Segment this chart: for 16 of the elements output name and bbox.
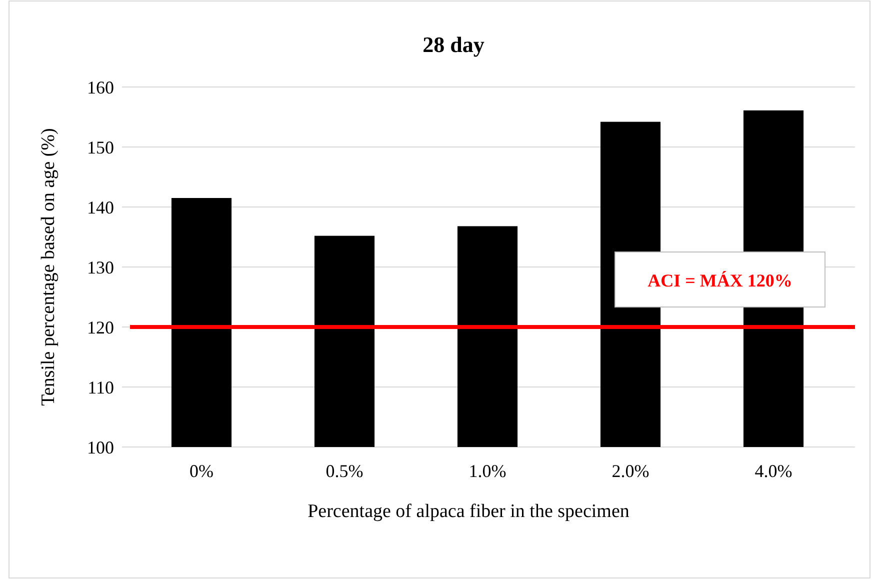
x-tick-label: 0.5% — [326, 461, 364, 481]
x-tick-label: 2.0% — [612, 461, 650, 481]
y-tick-label: 140 — [87, 197, 114, 218]
y-tick-label: 160 — [87, 77, 114, 98]
y-tick-label: 100 — [87, 437, 114, 458]
x-axis-title: Percentage of alpaca fiber in the specimen — [308, 501, 630, 522]
x-tick-label: 1.0% — [468, 461, 506, 481]
x-tick-label: 4.0% — [754, 461, 792, 481]
chart-title: 28 day — [422, 32, 484, 57]
y-tick-label: 120 — [87, 317, 114, 338]
y-tick-label: 110 — [88, 377, 114, 398]
y-tick-label: 130 — [87, 257, 114, 278]
x-tick-label: 0% — [190, 461, 214, 481]
y-axis-title: Tensile percentage based on age (%) — [38, 128, 59, 406]
y-tick-label: 150 — [87, 137, 114, 158]
ref-line-label: ACI = MÁX 120% — [648, 270, 792, 290]
